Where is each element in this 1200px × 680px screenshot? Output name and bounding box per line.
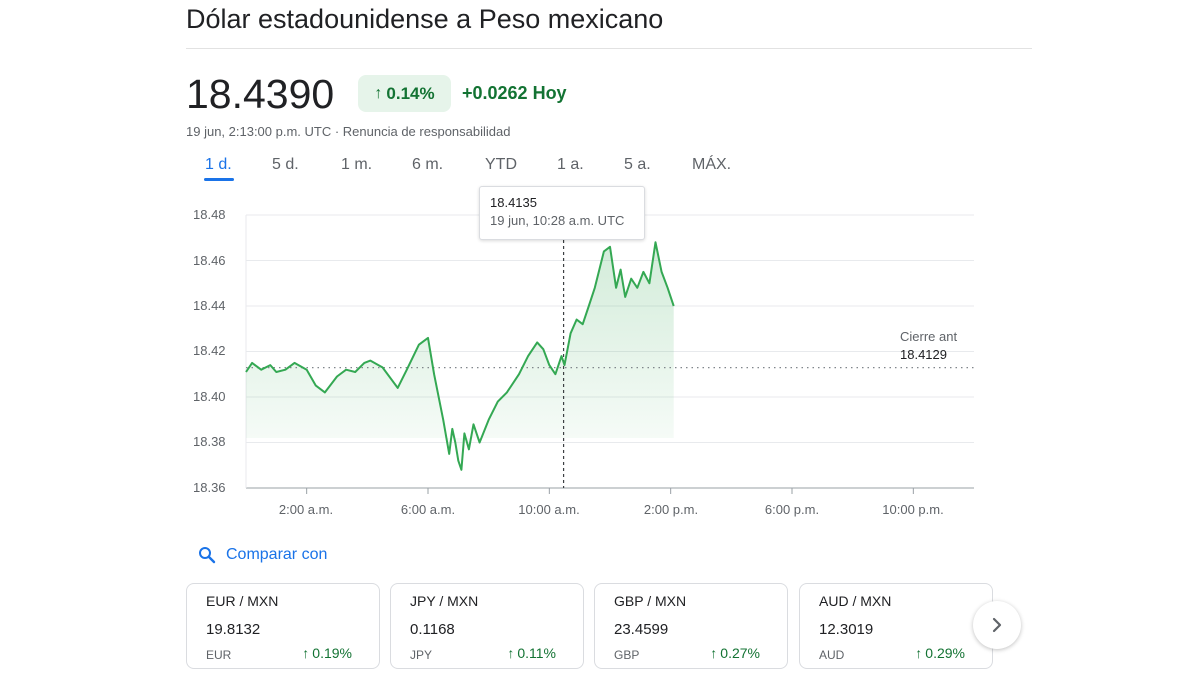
- prev-close-label: Cierre ant 18.4129: [900, 328, 957, 364]
- pair-pct: ↑ 0.19%: [302, 645, 352, 661]
- price-line: [245, 241, 675, 471]
- pair-pct: ↑ 0.29%: [915, 645, 965, 661]
- tab-1m[interactable]: 1 m.: [341, 156, 373, 173]
- x-tick-label: 10:00 p.m.: [882, 502, 944, 517]
- pair-value: 23.4599: [614, 621, 669, 638]
- y-tick-label: 18.42: [193, 343, 226, 358]
- abs-change: +0.0262 Hoy: [462, 83, 567, 103]
- price-area-fill: [246, 242, 674, 470]
- active-tab-indicator: [204, 178, 234, 181]
- prev-close-value: 18.4129: [900, 347, 947, 362]
- pair-name: JPY / MXN: [410, 593, 479, 609]
- pair-card-aud[interactable]: AUD / MXN 12.3019 AUD ↑ 0.29%: [799, 583, 993, 669]
- x-tick-label: 6:00 p.m.: [764, 502, 820, 517]
- tab-5a[interactable]: 5 a.: [624, 156, 651, 173]
- y-tick-label: 18.48: [193, 207, 226, 222]
- pair-card-gbp[interactable]: GBP / MXN 23.4599 GBP ↑ 0.27%: [594, 583, 788, 669]
- chevron-right-icon: [992, 617, 1002, 633]
- title-divider: [186, 48, 1032, 49]
- pair-value: 12.3019: [819, 621, 874, 638]
- y-tick-label: 18.36: [193, 480, 226, 495]
- x-tick-label: 6:00 a.m.: [400, 502, 456, 517]
- compare-button[interactable]: Comparar con: [198, 546, 327, 564]
- tab-5d[interactable]: 5 d.: [272, 156, 299, 173]
- y-tick-label: 18.38: [193, 434, 226, 449]
- x-tick-label: 10:00 a.m.: [518, 502, 580, 517]
- compare-label: Comparar con: [226, 546, 328, 563]
- next-cards-button[interactable]: [973, 601, 1021, 649]
- tab-6m[interactable]: 6 m.: [412, 156, 444, 173]
- tooltip-time: 19 jun, 10:28 a.m. UTC: [490, 213, 625, 228]
- pair-pct-value: 0.19%: [312, 645, 352, 661]
- pct-change-badge: ↑ 0.14%: [358, 75, 451, 112]
- pair-pct-value: 0.11%: [517, 645, 556, 661]
- arrow-up-icon: ↑: [374, 84, 383, 102]
- tab-max[interactable]: MÁX.: [692, 156, 732, 173]
- pair-name: AUD / MXN: [819, 593, 892, 609]
- pair-pct: ↑ 0.11%: [507, 645, 556, 661]
- pair-value: 19.8132: [206, 621, 261, 638]
- pair-currency: EUR: [206, 648, 232, 662]
- pair-card-jpy[interactable]: JPY / MXN 0.1168 JPY ↑ 0.11%: [390, 583, 584, 669]
- tab-ytd[interactable]: YTD: [485, 156, 517, 173]
- prev-close-title: Cierre ant: [900, 329, 958, 344]
- pct-change-value: 0.14%: [386, 83, 435, 103]
- pair-value: 0.1168: [410, 621, 455, 638]
- tab-1d[interactable]: 1 d.: [205, 156, 232, 173]
- current-price: 18.4390: [186, 71, 335, 117]
- y-tick-label: 18.44: [193, 298, 226, 313]
- y-tick-label: 18.46: [193, 253, 226, 268]
- x-tick-label: 2:00 a.m.: [278, 502, 334, 517]
- pair-pct-value: 0.29%: [925, 645, 965, 661]
- arrow-up-icon: ↑: [710, 645, 718, 661]
- hover-tooltip: 18.4135 19 jun, 10:28 a.m. UTC: [479, 186, 645, 240]
- pair-currency: JPY: [410, 648, 433, 662]
- timestamp-disclaimer[interactable]: 19 jun, 2:13:00 p.m. UTC · Renuncia de r…: [186, 124, 511, 139]
- pair-pct: ↑ 0.27%: [710, 645, 760, 661]
- pair-currency: GBP: [614, 648, 640, 662]
- arrow-up-icon: ↑: [915, 645, 923, 661]
- arrow-up-icon: ↑: [302, 645, 310, 661]
- pair-name: GBP / MXN: [614, 593, 687, 609]
- tooltip-value: 18.4135: [490, 195, 537, 210]
- pair-pct-value: 0.27%: [720, 645, 760, 661]
- arrow-up-icon: ↑: [507, 645, 515, 661]
- x-tick-label: 2:00 p.m.: [643, 502, 699, 517]
- pair-name: EUR / MXN: [206, 593, 279, 609]
- pair-currency: AUD: [819, 648, 845, 662]
- page-title: Dólar estadounidense a Peso mexicano: [186, 4, 664, 34]
- range-tabs: 1 d. 5 d. 1 m. 6 m. YTD 1 a. 5 a. MÁX.: [0, 156, 800, 186]
- pair-card-eur[interactable]: EUR / MXN 19.8132 EUR ↑ 0.19%: [186, 583, 380, 669]
- x-axis-ticks: [306, 488, 914, 494]
- search-icon: [199, 547, 216, 564]
- y-tick-label: 18.40: [193, 389, 226, 404]
- tab-1a[interactable]: 1 a.: [557, 156, 584, 173]
